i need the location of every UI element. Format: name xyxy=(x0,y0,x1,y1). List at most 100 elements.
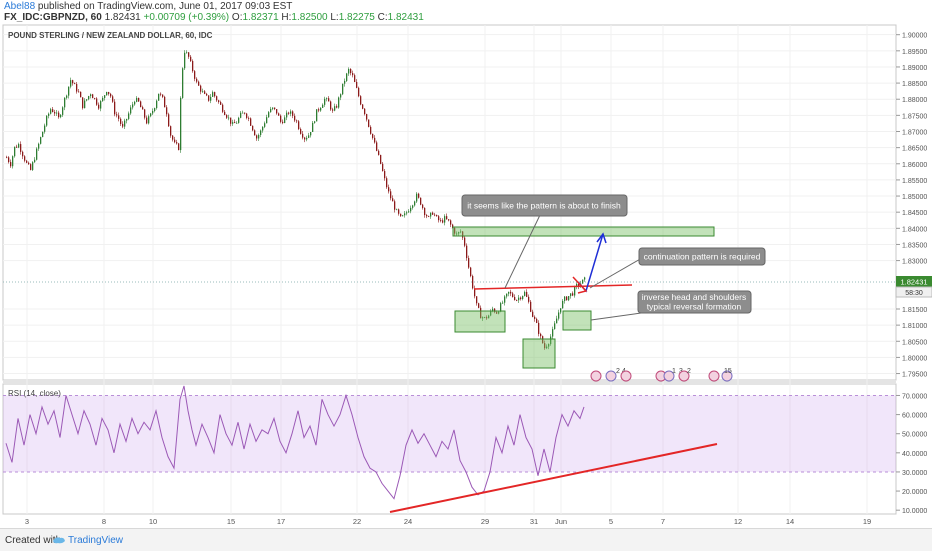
candle-body xyxy=(530,301,532,312)
candle-body xyxy=(264,123,266,127)
y-tick-label: 1.84000 xyxy=(902,226,927,233)
event-flag-icon[interactable] xyxy=(620,370,632,382)
candle-body xyxy=(200,85,202,92)
event-flag-icon[interactable] xyxy=(590,370,602,382)
event-flag-icon[interactable] xyxy=(678,370,690,382)
candle-body xyxy=(94,98,96,99)
left-shoulder-box[interactable] xyxy=(454,310,506,333)
candle-body xyxy=(566,296,568,301)
candle-body xyxy=(320,107,322,111)
head-box[interactable] xyxy=(522,338,556,369)
candle-body xyxy=(430,212,432,217)
candle-body xyxy=(248,117,250,119)
candle-body xyxy=(526,291,528,297)
candle-body xyxy=(234,122,236,124)
candle-body xyxy=(280,115,282,122)
candle-body xyxy=(382,163,384,172)
candle-body xyxy=(414,201,416,206)
y-tick-label: 1.80000 xyxy=(902,355,927,362)
rsi-trendline[interactable] xyxy=(389,443,718,513)
candle-body xyxy=(204,91,206,94)
candle-body xyxy=(542,336,544,344)
event-flag-icon[interactable] xyxy=(663,370,675,382)
candle-body xyxy=(432,212,434,215)
candle-body xyxy=(230,117,232,124)
candle-body xyxy=(482,317,484,319)
economic-events[interactable]: 2 4 1 3 2 15 xyxy=(590,368,733,382)
candle-body xyxy=(194,71,196,79)
event-flag-icon[interactable] xyxy=(708,370,720,382)
candle-body xyxy=(260,130,262,135)
candle-body xyxy=(418,193,420,198)
candle-body xyxy=(114,101,116,115)
candle-body xyxy=(220,102,222,105)
candle-body xyxy=(278,113,280,116)
candle-body xyxy=(228,117,230,119)
candle-body xyxy=(576,284,578,287)
candle-body xyxy=(410,207,412,212)
callout-pattern-finish[interactable] xyxy=(461,194,628,217)
candle-body xyxy=(394,201,396,210)
publish-info: Abel88 published on TradingView.com, Jun… xyxy=(4,1,292,12)
candle-body xyxy=(444,216,446,223)
neckline[interactable] xyxy=(473,284,633,290)
event-flag-icon[interactable] xyxy=(721,370,733,382)
candle-body xyxy=(516,300,518,301)
candle-body xyxy=(294,115,296,121)
chart-header: Abel88 published on TradingView.com, Jun… xyxy=(0,0,932,24)
candle-body xyxy=(84,100,86,109)
event-flag-icon[interactable] xyxy=(605,370,617,382)
candle-body xyxy=(548,344,550,347)
candle-body xyxy=(342,83,344,95)
candle-body xyxy=(408,211,410,213)
rsi-title: RSI (14, close) xyxy=(8,389,61,398)
candle-body xyxy=(574,286,576,296)
right-shoulder-box[interactable] xyxy=(562,310,592,331)
footer: Created with TradingView xyxy=(0,528,932,551)
candle-body xyxy=(500,303,502,312)
candle-body xyxy=(498,311,500,314)
candle-body xyxy=(504,296,506,303)
candle-body xyxy=(518,297,520,301)
rsi-y-tick-label: 10.0000 xyxy=(902,508,927,515)
candle-body xyxy=(218,100,220,103)
rsi-pane[interactable] xyxy=(2,383,897,515)
candle-body xyxy=(310,132,312,136)
tradingview-brand-link[interactable]: TradingView xyxy=(68,535,124,546)
candle-body xyxy=(520,297,522,299)
callout-ihs[interactable] xyxy=(637,290,752,314)
candle-body xyxy=(238,117,240,123)
price-pane[interactable] xyxy=(2,24,897,381)
candle-body xyxy=(330,101,332,110)
candle-body xyxy=(308,135,310,138)
candle-body xyxy=(476,296,478,304)
candle-body xyxy=(270,108,272,113)
candle-body xyxy=(236,122,238,124)
candle-body xyxy=(256,135,258,139)
candle-body xyxy=(460,231,462,233)
candle-body xyxy=(10,162,12,167)
callout-continuation[interactable] xyxy=(638,247,766,266)
close-value: 1.82431 xyxy=(387,12,424,23)
x-tick-label: 31 xyxy=(530,517,538,526)
candle-body xyxy=(564,296,566,301)
candle-body xyxy=(324,98,326,105)
resistance-zone[interactable] xyxy=(452,226,715,237)
last-price: 1.82431 xyxy=(104,12,141,23)
candle-body xyxy=(262,126,264,131)
candle-body xyxy=(348,68,350,74)
rsi-y-tick-label: 40.0000 xyxy=(902,451,927,458)
candle-body xyxy=(584,277,586,280)
candle-body xyxy=(572,293,574,296)
retest-arrow[interactable] xyxy=(572,276,588,294)
candle-body xyxy=(338,97,340,108)
candle-body xyxy=(560,308,562,313)
chart-canvas[interactable]: 1.90000 1.89500 1.89000 1.88500 1.88000 1.875… xyxy=(0,0,932,528)
candle-body xyxy=(478,303,480,308)
candle-body xyxy=(110,93,112,97)
candle-body xyxy=(80,91,82,98)
author-link[interactable]: Abel88 xyxy=(4,1,36,12)
candle-body xyxy=(120,118,122,124)
y-tick-label: 1.87000 xyxy=(902,130,927,137)
low-value: 1.82275 xyxy=(338,12,375,23)
